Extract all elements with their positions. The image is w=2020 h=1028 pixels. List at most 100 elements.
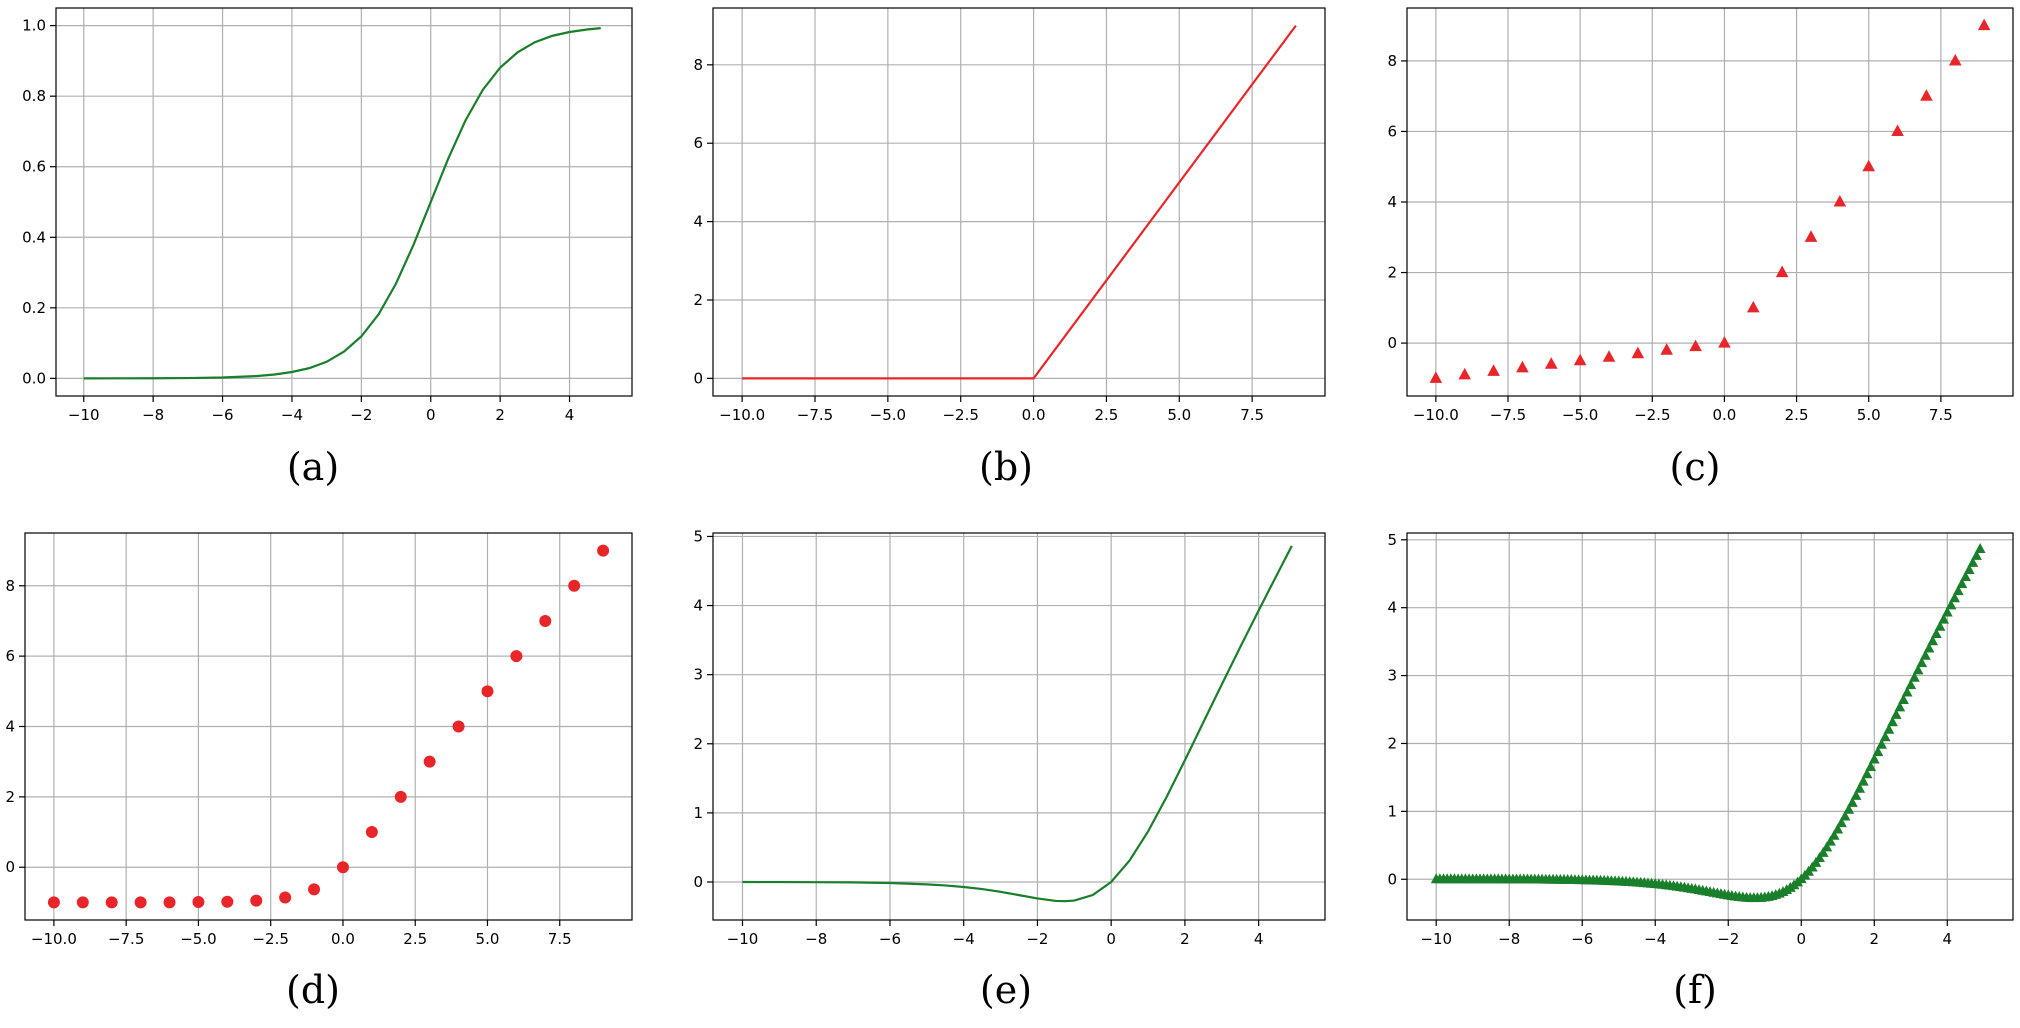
- x-tick-label: −2.5: [252, 930, 288, 948]
- y-tick-label: 8: [5, 577, 15, 595]
- data-point: [1883, 723, 1895, 734]
- x-tick-label: −10.0: [1413, 406, 1459, 424]
- y-tick-label: 1: [693, 804, 703, 822]
- x-tick-label: 2: [495, 406, 505, 424]
- data-point: [1941, 606, 1953, 617]
- data-point: [1876, 738, 1887, 749]
- data-point: [1945, 599, 1957, 610]
- data-point: [1894, 701, 1906, 712]
- x-tick-label: −7.5: [1490, 406, 1526, 424]
- data-point: [1825, 835, 1836, 846]
- data-point: [1487, 364, 1500, 376]
- y-tick-label: 5: [693, 527, 703, 545]
- x-tick-label: −2.5: [942, 406, 978, 424]
- data-point: [365, 826, 378, 839]
- x-tick-label: −2: [1026, 930, 1048, 948]
- x-tick-label: −7.5: [797, 406, 833, 424]
- data-point: [1927, 635, 1939, 646]
- y-tick-label: 4: [1387, 193, 1397, 211]
- data-point: [1891, 124, 1904, 137]
- panel-label: (e): [980, 968, 1032, 1012]
- data-point: [1963, 564, 1975, 574]
- x-tick-label: 4: [1943, 930, 1953, 948]
- data-point: [250, 894, 263, 907]
- data-point: [1938, 613, 1950, 624]
- x-tick-label: 2: [1870, 930, 1880, 948]
- data-point: [336, 861, 349, 874]
- x-tick-label: 2.5: [403, 930, 427, 948]
- data-point: [1912, 664, 1924, 675]
- y-tick-label: 0.4: [22, 228, 46, 246]
- y-tick-label: 1: [1387, 802, 1397, 820]
- y-tick-label: 0: [693, 369, 703, 387]
- x-tick-label: 4: [1254, 930, 1264, 948]
- data-point: [1934, 620, 1946, 631]
- x-tick-label: 7.5: [548, 930, 572, 948]
- axes-frame: [712, 532, 1326, 921]
- data-point: [192, 896, 205, 909]
- data-point: [1718, 336, 1731, 348]
- y-tick-label: 2: [693, 291, 703, 309]
- x-tick-label: −2: [350, 406, 372, 424]
- data-point: [76, 896, 89, 909]
- x-tick-label: −10.0: [719, 406, 765, 424]
- data-point: [568, 579, 581, 592]
- y-tick-label: 0: [693, 873, 703, 891]
- x-tick-label: 5.0: [1857, 406, 1881, 424]
- y-tick-label: 0.0: [22, 369, 46, 387]
- x-tick-label: 5.0: [1167, 406, 1191, 424]
- data-point: [1862, 159, 1876, 172]
- x-tick-label: 4: [565, 406, 575, 424]
- x-tick-label: −8: [142, 406, 164, 424]
- y-tick-label: 8: [693, 56, 703, 74]
- data-point: [1930, 628, 1942, 639]
- x-tick-label: 7.5: [1240, 406, 1264, 424]
- chart-panel-f: −10 −8 −6 −4 −2 0 2 4 0 1 2 3 4 5 (f): [1387, 531, 2014, 1012]
- data-point: [1868, 753, 1880, 764]
- data-point: [1949, 592, 1960, 603]
- panel-label: (b): [979, 445, 1033, 489]
- axes-frame: [712, 7, 1326, 397]
- data-point: [1872, 746, 1884, 757]
- chart-panel-b: −10.0 −7.5 −5.0 −2.5 0.0 2.5 5.0 7.5 0 2 4 6 8 (b): [693, 7, 1326, 489]
- y-tick-label: 5: [1387, 531, 1397, 549]
- series-line-e: [742, 545, 1293, 903]
- chart-panel-a: −10 −8 −6 −4 −2 0 2 4 0.0 0.2 0.4 0.6 0.8 1.0 (a): [22, 7, 633, 489]
- x-tick-label: 0.0: [331, 930, 355, 948]
- data-point: [1821, 841, 1833, 852]
- data-point: [1843, 803, 1855, 814]
- data-point: [1631, 346, 1645, 359]
- x-tick-label: 0.0: [1712, 406, 1736, 424]
- x-tick-label: 5.0: [476, 930, 500, 948]
- data-point: [163, 896, 176, 909]
- data-point: [1832, 823, 1844, 834]
- data-point: [1948, 53, 1962, 66]
- data-point: [394, 790, 407, 803]
- data-point: [1775, 265, 1789, 278]
- x-tick-label: −7.5: [108, 930, 144, 948]
- y-tick-label: 4: [5, 718, 15, 736]
- x-tick-label: 2: [1180, 930, 1190, 948]
- x-tick-label: −10: [1420, 930, 1452, 948]
- x-tick-label: −6: [879, 930, 901, 948]
- x-tick-label: 2.5: [1785, 406, 1809, 424]
- y-tick-label: 2: [693, 735, 703, 753]
- data-point: [481, 685, 494, 698]
- panel-label: (f): [1673, 968, 1717, 1012]
- data-point: [1971, 550, 1982, 560]
- data-point: [1967, 557, 1979, 567]
- x-tick-label: −4: [1644, 930, 1666, 948]
- data-point: [1846, 797, 1858, 807]
- data-point: [1814, 852, 1825, 863]
- x-tick-label: −5.0: [1562, 406, 1598, 424]
- data-point: [597, 544, 610, 557]
- data-point: [1879, 731, 1891, 742]
- y-tick-label: 6: [1387, 122, 1397, 140]
- y-tick-label: 0.6: [22, 158, 46, 176]
- x-tick-label: −8: [805, 930, 827, 948]
- x-tick-label: −5.0: [870, 406, 906, 424]
- data-point: [1689, 339, 1702, 352]
- x-tick-label: 0: [1796, 930, 1806, 948]
- y-tick-label: 1.0: [22, 17, 46, 35]
- data-point: [1544, 357, 1558, 369]
